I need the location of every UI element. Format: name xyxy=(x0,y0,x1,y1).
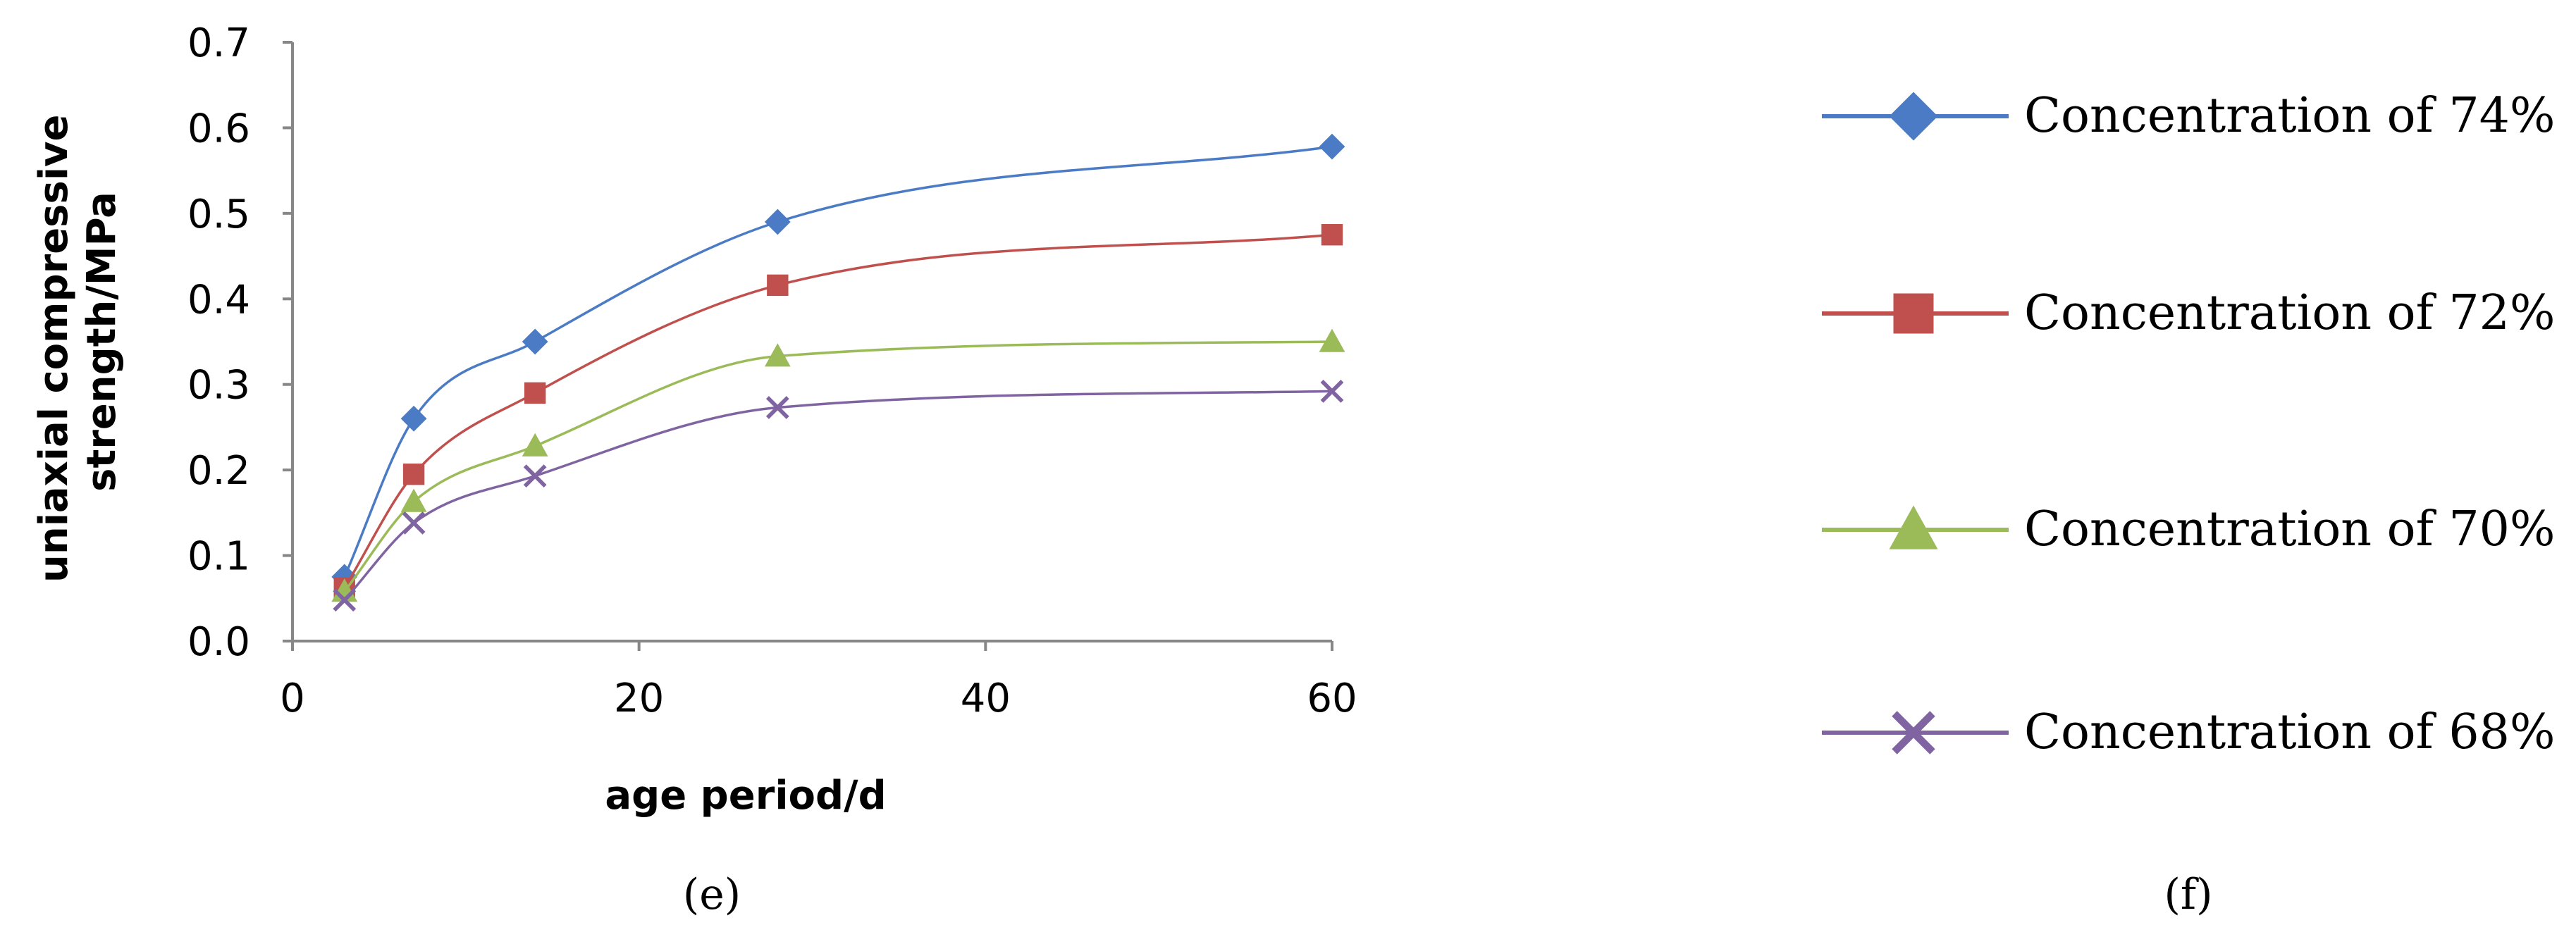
series-3 xyxy=(333,380,1344,612)
data-point xyxy=(523,464,547,488)
legend-marker xyxy=(1889,505,1938,549)
plot-area: 0.0 0.1 0.2 0.3 0.4 0.5 0.6 0.7 0 20 40 60 xyxy=(187,20,1357,721)
series-line xyxy=(343,145,1333,578)
y-tick-label: 0.3 xyxy=(187,363,250,409)
y-tick-label: 0.6 xyxy=(187,106,250,151)
legend-label: Concentration of 74% xyxy=(2024,88,2556,144)
series-line xyxy=(343,340,1333,592)
data-point xyxy=(1321,224,1343,246)
legend-item-1: Concentration of 72% xyxy=(1822,285,2556,341)
x-tick-label: 40 xyxy=(961,676,1011,721)
y-axis-title: uniaxial compressive strength/MPa xyxy=(31,101,125,583)
legend: Concentration of 74% Concentration of 72%… xyxy=(1822,88,2556,760)
legend-label: Concentration of 70% xyxy=(2024,502,2556,557)
x-tick-label: 60 xyxy=(1307,676,1357,721)
data-point xyxy=(764,209,791,235)
x-ticks: 0 20 40 60 xyxy=(280,641,1357,721)
legend-marker xyxy=(1892,711,1935,754)
data-point xyxy=(764,343,791,367)
y-tick-label: 0.1 xyxy=(187,534,250,580)
data-point xyxy=(402,511,426,535)
y-axis-title-line-1: uniaxial compressive xyxy=(31,114,77,583)
series-line xyxy=(343,390,1333,601)
x-tick-label: 0 xyxy=(280,676,305,721)
legend-label: Concentration of 72% xyxy=(2024,285,2556,341)
y-tick-label: 0.4 xyxy=(187,277,250,323)
legend-item-3: Concentration of 68% xyxy=(1822,704,2556,760)
data-point xyxy=(1320,380,1344,403)
y-tick-label: 0.0 xyxy=(187,619,250,665)
y-axis-title-line-2: strength/MPa xyxy=(79,192,125,492)
series-2 xyxy=(331,328,1345,602)
data-point xyxy=(1319,133,1345,160)
data-point xyxy=(400,405,427,432)
data-point xyxy=(522,328,548,355)
x-axis-title: age period/d xyxy=(605,773,886,819)
panel-label-f: (f) xyxy=(2164,870,2212,919)
data-point xyxy=(522,433,548,457)
data-point xyxy=(765,396,789,419)
data-point xyxy=(524,382,546,404)
y-ticks: 0.0 0.1 0.2 0.3 0.4 0.5 0.6 0.7 xyxy=(187,20,292,665)
series-1 xyxy=(333,224,1343,599)
series-line xyxy=(343,233,1333,589)
legend-item-2: Concentration of 70% xyxy=(1822,502,2556,557)
data-point xyxy=(402,464,425,485)
legend-marker xyxy=(1893,293,1934,334)
data-point xyxy=(333,588,357,612)
data-point xyxy=(1319,328,1345,352)
legend-marker xyxy=(1889,92,1938,141)
y-tick-label: 0.2 xyxy=(187,448,250,494)
panel-label-e: (e) xyxy=(683,870,741,919)
data-point xyxy=(400,488,427,512)
y-tick-label: 0.5 xyxy=(187,192,250,237)
y-tick-label: 0.7 xyxy=(187,20,250,66)
x-tick-label: 20 xyxy=(614,676,664,721)
series-group xyxy=(331,133,1345,612)
data-point xyxy=(767,274,789,297)
legend-label: Concentration of 68% xyxy=(2024,704,2556,760)
series-0 xyxy=(331,133,1345,590)
legend-item-0: Concentration of 74% xyxy=(1822,88,2556,144)
